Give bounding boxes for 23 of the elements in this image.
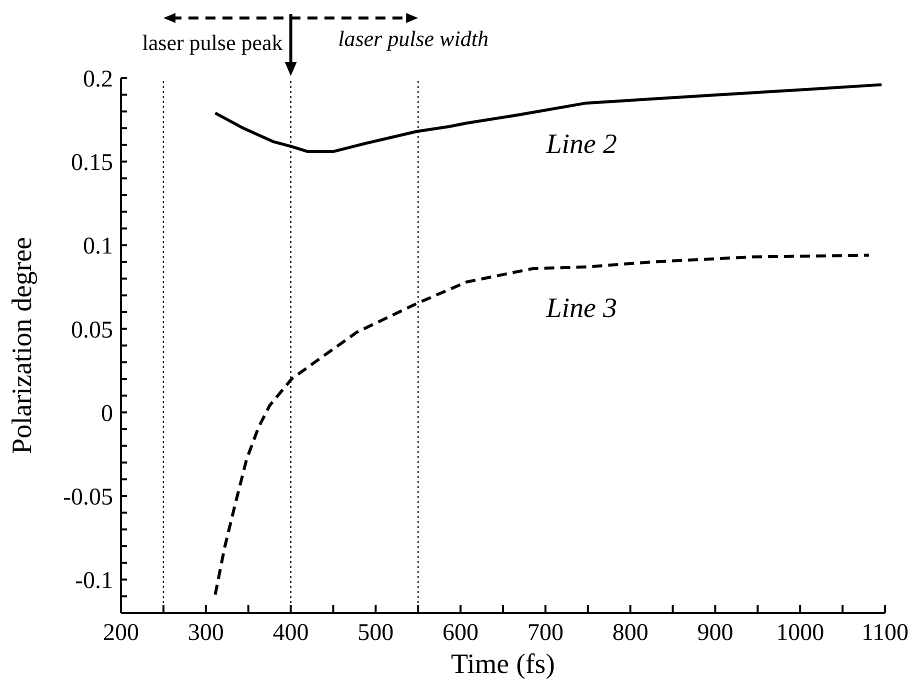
x-axis-title: Time (fs) [451, 649, 555, 680]
y-axis-title: Polarization degree [6, 237, 38, 454]
x-tick-label: 800 [612, 620, 648, 646]
y-tick-label: -0.1 [75, 568, 113, 594]
x-tick-label: 500 [358, 620, 394, 646]
y-tick-label: 0.2 [83, 66, 113, 93]
y-tick-label: 0 [101, 400, 113, 427]
series-label: Line 3 [545, 292, 617, 324]
y-tick-label: -0.05 [63, 484, 113, 510]
y-tick-label: 0.05 [71, 317, 113, 344]
x-tick-label: 1100 [861, 620, 909, 646]
y-tick-label: 0.1 [83, 234, 113, 260]
x-tick-label: 900 [697, 620, 734, 646]
x-tick-label: 400 [272, 620, 309, 646]
x-tick-label: 200 [103, 620, 139, 646]
text: laser pulse width [338, 26, 488, 51]
text: laser pulse peak [142, 30, 283, 55]
x-tick-label: 600 [442, 620, 479, 646]
y-tick-label: 0.15 [71, 150, 113, 176]
x-tick-label: 1000 [776, 620, 824, 646]
x-tick-label: 700 [527, 620, 564, 646]
series-label: Line 2 [545, 129, 617, 160]
x-tick-label: 300 [188, 620, 224, 646]
